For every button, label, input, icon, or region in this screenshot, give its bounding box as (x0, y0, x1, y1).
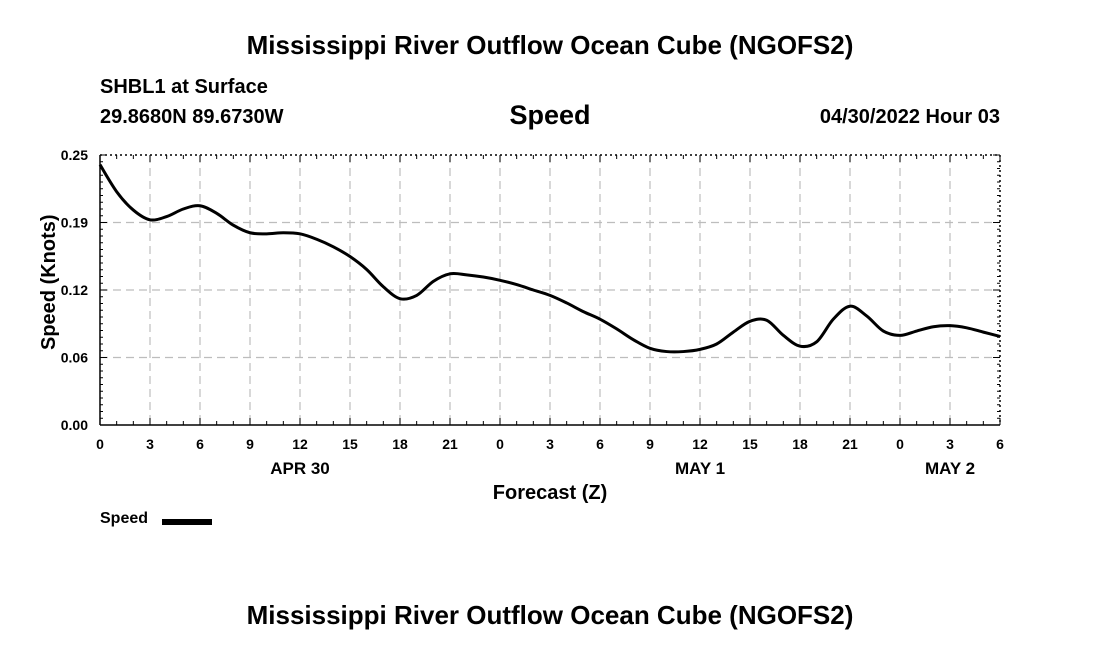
x-tick-label: 6 (596, 436, 604, 452)
x-tick-label: 3 (546, 436, 554, 452)
date-label: MAY 1 (675, 459, 725, 478)
grid-layer (100, 155, 1000, 425)
x-tick-label: 12 (292, 436, 308, 452)
x-tick-label: 0 (96, 436, 104, 452)
x-tick-label: 21 (442, 436, 458, 452)
legend-label: Speed (100, 510, 149, 527)
datetime-label: 04/30/2022 Hour 03 (819, 106, 1000, 128)
x-tick-label: 9 (646, 436, 654, 452)
y-tick-label: 0.00 (61, 417, 88, 433)
chart-title: Speed (509, 100, 591, 130)
y-tick-label: 0.19 (61, 215, 88, 231)
x-tick-label: 3 (946, 436, 954, 452)
x-tick-label: 18 (392, 436, 408, 452)
legend-swatch (162, 519, 212, 525)
axis-layer (99, 154, 1001, 426)
date-label: MAY 2 (925, 459, 975, 478)
speed-series-line (98, 163, 1001, 354)
x-tick-label: 0 (496, 436, 504, 452)
x-tick-label: 0 (896, 436, 904, 452)
label-layer: 0 3 6 9 12 15 18 21 0 3 6 9 12 15 18 21 0 3 6 0.00 0.06 0.12 0… (61, 147, 1004, 478)
x-tick-label: 12 (692, 436, 708, 452)
x-tick-label: 6 (196, 436, 204, 452)
date-label: APR 30 (270, 459, 330, 478)
x-tick-label: 9 (246, 436, 254, 452)
footer-title: Mississippi River Outflow Ocean Cube (NG… (246, 600, 854, 630)
y-axis-label: Speed (Knots) (38, 214, 60, 350)
x-tick-label: 15 (342, 436, 358, 452)
coordinates-label: 29.8680N 89.6730W (100, 106, 284, 128)
y-tick-label: 0.12 (61, 282, 88, 298)
page-title: Mississippi River Outflow Ocean Cube (NG… (246, 30, 854, 60)
station-label: SHBL1 at Surface (100, 76, 268, 98)
x-tick-label: 18 (792, 436, 808, 452)
series-layer (98, 163, 1001, 354)
y-tick-label: 0.25 (61, 147, 88, 163)
x-tick-label: 3 (146, 436, 154, 452)
y-tick-label: 0.06 (61, 350, 88, 366)
x-tick-label: 6 (996, 436, 1004, 452)
x-axis-label: Forecast (Z) (492, 482, 608, 504)
x-tick-label: 21 (842, 436, 858, 452)
x-tick-label: 15 (742, 436, 758, 452)
